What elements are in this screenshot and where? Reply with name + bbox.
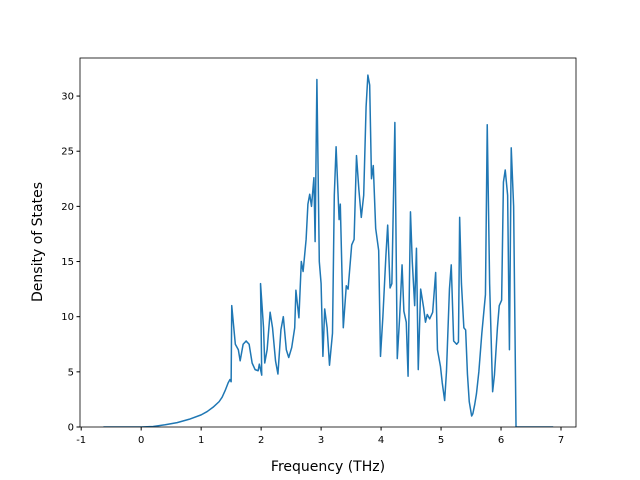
y-tick-label: 0 [68, 423, 74, 434]
line-series [103, 74, 554, 427]
y-tick-label: 30 [61, 92, 74, 103]
y-tick-label: 25 [61, 147, 74, 158]
x-tick-label: 7 [558, 435, 564, 446]
y-tick-label: 20 [61, 202, 74, 213]
x-tick-label: 6 [498, 435, 504, 446]
x-tick-label: 1 [198, 435, 204, 446]
y-tick-label: 15 [61, 257, 74, 268]
x-tick-label: -1 [76, 435, 86, 446]
x-tick-label: 3 [318, 435, 324, 446]
x-tick-label: 2 [258, 435, 264, 446]
x-axis-label: Frequency (THz) [271, 459, 385, 475]
x-tick-label: 5 [438, 435, 444, 446]
y-tick-label: 10 [61, 312, 74, 323]
y-tick-label: 5 [68, 367, 74, 378]
x-tick-label: 4 [378, 435, 384, 446]
plot-frame [79, 57, 577, 428]
y-axis-label: Density of States [30, 182, 46, 302]
x-tick-label: 0 [138, 435, 144, 446]
